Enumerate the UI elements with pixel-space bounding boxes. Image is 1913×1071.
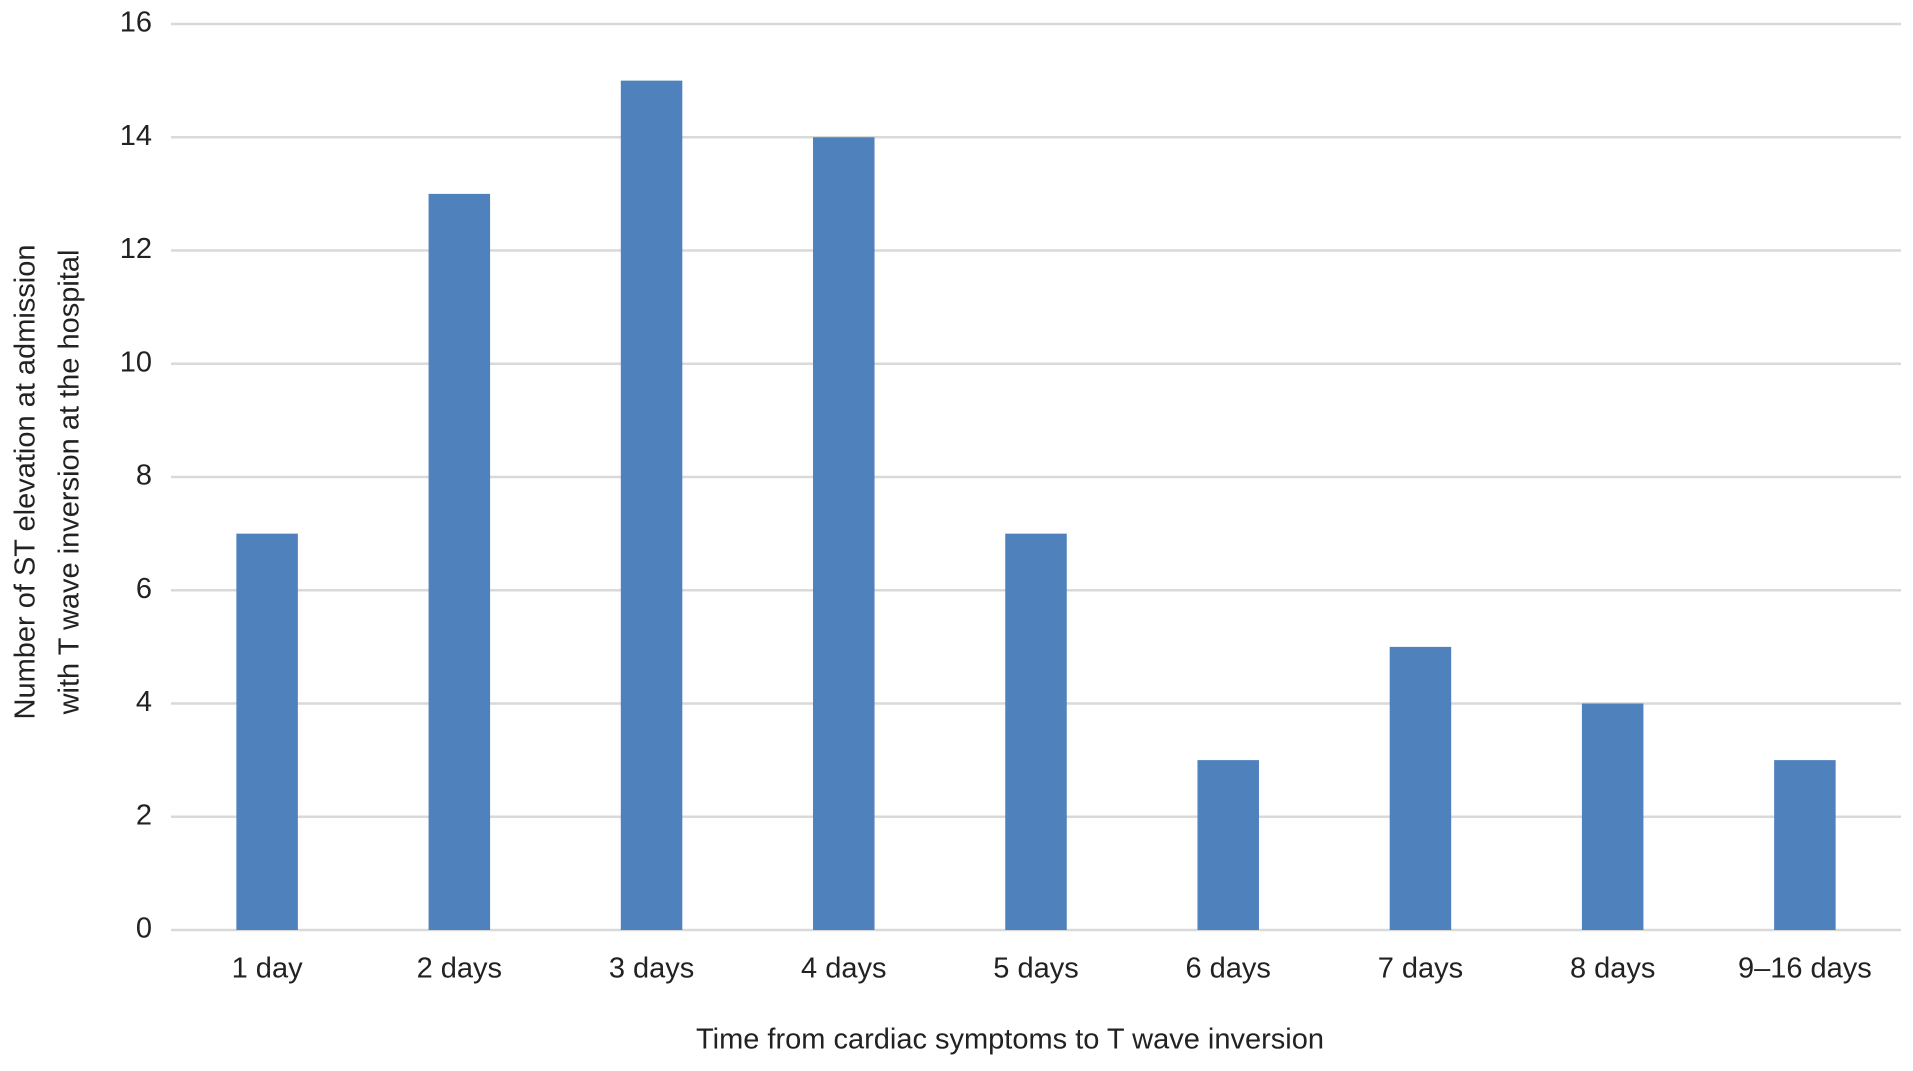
bar (1581, 703, 1644, 930)
y-tick-label: 16 (120, 7, 152, 39)
y-axis-title: with T wave inversion at the hospital (54, 250, 86, 716)
x-tick-label: 7 days (1378, 953, 1463, 985)
x-tick-label: 2 days (417, 953, 502, 985)
bar (1389, 646, 1452, 930)
bar (1005, 533, 1067, 930)
bar (813, 137, 875, 930)
bar (428, 193, 491, 930)
x-tick-label: 9–16 days (1738, 953, 1872, 985)
x-tick-label: 8 days (1570, 953, 1655, 985)
x-tick-label: 4 days (801, 953, 886, 985)
x-tick-label: 3 days (609, 953, 694, 985)
y-tick-label: 10 (120, 346, 152, 378)
y-tick-label: 14 (120, 120, 152, 152)
bar (1774, 760, 1836, 930)
x-tick-label: 6 days (1185, 953, 1270, 985)
x-tick-label: 1 day (232, 953, 303, 985)
bar (1197, 760, 1259, 930)
y-tick-label: 12 (120, 233, 152, 265)
y-tick-label: 4 (136, 686, 152, 718)
y-tick-label: 6 (136, 573, 152, 605)
y-tick-label: 0 (136, 913, 152, 945)
bar (236, 533, 298, 930)
y-axis-title: Number of ST elevation at admission (10, 245, 42, 720)
bar (620, 80, 683, 930)
x-tick-label: 5 days (993, 953, 1078, 985)
y-tick-label: 2 (136, 799, 152, 831)
x-axis-title: Time from cardiac symptoms to T wave inv… (696, 1024, 1324, 1056)
y-tick-label: 8 (136, 460, 152, 492)
